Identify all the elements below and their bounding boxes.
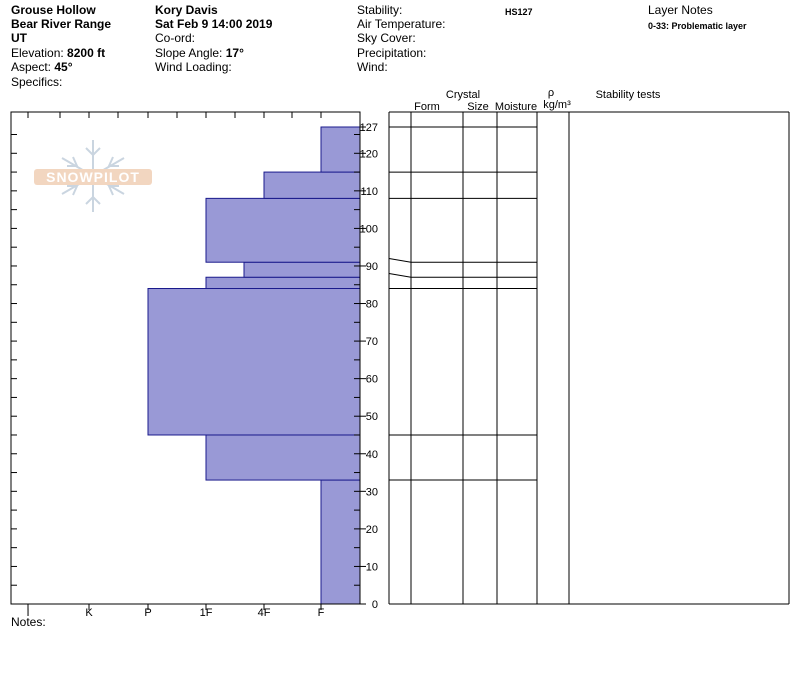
elevation-value: 8200 ft: [67, 46, 106, 60]
precipitation-label: Precipitation:: [357, 46, 427, 60]
height-tick-label-20: 20: [366, 524, 378, 536]
elevation-row: Elevation: 8200 ft: [11, 46, 105, 60]
state-name: UT: [11, 31, 27, 45]
layer-connectors: [388, 126, 537, 481]
elevation-label: Elevation:: [11, 46, 68, 60]
layer-boundary-87: [388, 272, 537, 278]
height-tick-label-120: 120: [360, 148, 378, 160]
hardness-tick-label-P: P: [144, 607, 151, 619]
crystal-header: Crystal: [446, 89, 480, 101]
layer-boundary-91: [388, 257, 537, 263]
moisture-header: Moisture: [495, 101, 537, 113]
slope-label: Slope Angle:: [155, 46, 226, 60]
specifics-label: Specifics:: [11, 75, 63, 89]
height-tick-label-100: 100: [360, 223, 378, 235]
hardness-plot-frame: [10, 111, 361, 605]
wind-loading-label: Wind Loading:: [155, 60, 232, 74]
location-name: Grouse Hollow: [11, 3, 96, 17]
height-tick-label-127: 127: [360, 122, 378, 134]
size-header: Size: [467, 101, 488, 113]
hardness-layer-5: [205, 197, 361, 263]
logo-band: [34, 169, 152, 185]
aspect-row: Aspect: 45°: [11, 60, 73, 74]
observation-datetime: Sat Feb 9 14:00 2019: [155, 17, 273, 31]
height-tick-label-60: 60: [366, 374, 378, 386]
hardness-axis: I K P 1F 4F F: [26, 604, 325, 619]
coord-label: Co-ord:: [155, 31, 196, 45]
height-tick-label-70: 70: [366, 336, 378, 348]
notes-label: Notes:: [11, 615, 46, 629]
sky-cover-label: Sky Cover:: [357, 31, 416, 45]
slope-value: 17°: [225, 46, 244, 60]
hardness-layer-7: [320, 126, 361, 173]
slope-row: Slope Angle: 17°: [155, 46, 244, 60]
layer-table: [388, 111, 790, 605]
hardness-layer-4: [243, 261, 361, 278]
hardness-tick-label-I: I: [26, 607, 29, 619]
height-tick-label-80: 80: [366, 299, 378, 311]
hardness-tick-label-K: K: [85, 607, 93, 619]
hardness-layer-6: [263, 171, 361, 199]
height-tick-label-10: 10: [366, 561, 378, 573]
wind-label: Wind:: [357, 60, 388, 74]
stability-tests-header: Stability tests: [596, 89, 661, 101]
hardness-layer-3: [205, 276, 361, 290]
observer-name: Kory Davis: [155, 3, 218, 17]
logo-text: SNOWPILOT: [46, 169, 140, 185]
height-tick-label-0: 0: [372, 599, 378, 611]
height-tick-label-50: 50: [366, 411, 378, 423]
snowpilot-logo: SNOWPILOT: [34, 140, 152, 212]
hardness-layer-2: [147, 288, 361, 436]
hardness-tick-label-4F: 4F: [258, 607, 271, 619]
height-axis: 0 10 20 30 40 50 60 70 80 90 100 110 120 127: [360, 122, 378, 611]
layer-note: 0-33: Problematic layer: [648, 21, 747, 31]
height-tick-label-40: 40: [366, 449, 378, 461]
height-tick-label-110: 110: [360, 186, 378, 198]
height-tick-label-30: 30: [366, 486, 378, 498]
height-tick-label-90: 90: [366, 261, 378, 273]
form-header: Form: [414, 101, 440, 113]
top-ticks: [10, 112, 360, 586]
aspect-label: Aspect:: [11, 60, 55, 74]
aspect-value: 45°: [54, 60, 73, 74]
hs-code: HS127: [505, 7, 533, 17]
hardness-tick-label-F: F: [318, 607, 325, 619]
density-symbol: ρ: [548, 87, 554, 99]
range-name: Bear River Range: [11, 17, 112, 31]
hardness-layers: [147, 126, 361, 605]
layer-notes-title: Layer Notes: [648, 3, 713, 17]
air-temp-label: Air Temperature:: [357, 17, 446, 31]
hardness-layer-1: [205, 434, 361, 481]
hardness-tick-label-1F: 1F: [200, 607, 213, 619]
stability-label: Stability:: [357, 3, 403, 17]
density-units: kg/m³: [543, 99, 571, 111]
